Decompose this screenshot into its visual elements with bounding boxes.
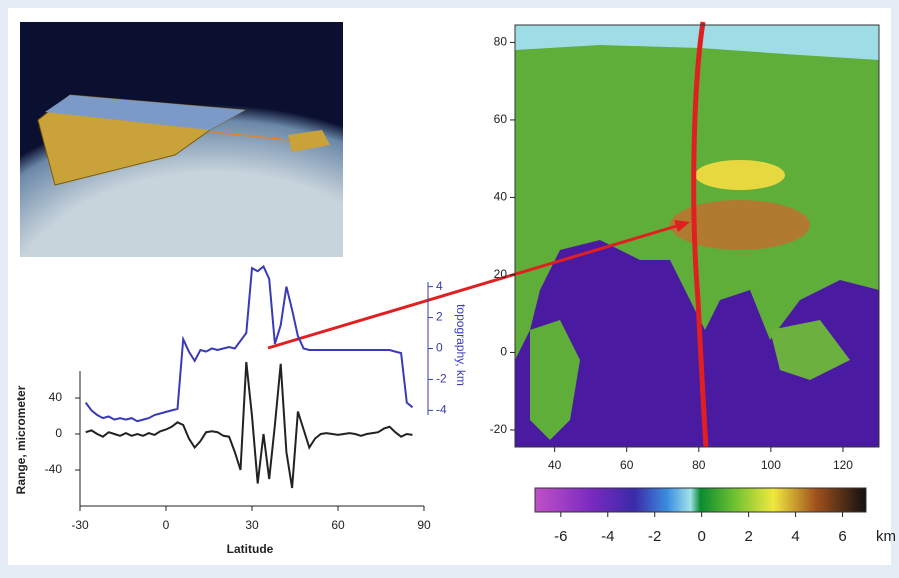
y-tick-label: -40	[45, 462, 63, 476]
y-tick-label: 20	[494, 267, 508, 281]
y2-tick-label: 0	[436, 341, 443, 355]
x-tick-label: 60	[331, 518, 345, 532]
y-tick-label: 80	[494, 35, 508, 49]
x-tick-label: -30	[71, 518, 89, 532]
figure: Latitude Range, micrometer topography, k…	[0, 0, 899, 573]
x-tick-label: 0	[163, 518, 170, 532]
y2-tick-label: 4	[436, 279, 443, 293]
y2-tick-label: -4	[436, 403, 447, 417]
satellite-image	[20, 22, 343, 257]
x-tick-label: 80	[692, 458, 706, 472]
y2-axis-label: topography, km	[454, 304, 468, 386]
colorbar-tick-label: -4	[601, 528, 614, 545]
y2-tick-label: 2	[436, 310, 443, 324]
y-tick-label: -20	[490, 422, 508, 436]
colorbar-label: km	[876, 528, 896, 545]
colorbar-tick-label: 2	[744, 528, 752, 545]
x-tick-label: 40	[548, 458, 562, 472]
x-axis-label: Latitude	[227, 542, 274, 556]
colorbar-tick-label: -6	[554, 528, 567, 545]
x-tick-label: 100	[761, 458, 781, 472]
x-tick-label: 90	[417, 518, 431, 532]
x-tick-label: 60	[620, 458, 634, 472]
page: Latitude Range, micrometer topography, k…	[0, 0, 899, 573]
colorbar-tick-label: 0	[698, 528, 706, 545]
topography-map	[515, 22, 879, 447]
colorbar-tick-label: -2	[648, 528, 661, 545]
y-tick-label: 0	[55, 426, 62, 440]
x-tick-label: 120	[833, 458, 853, 472]
colorbar-tick-label: 4	[791, 528, 799, 545]
y2-tick-label: -2	[436, 372, 447, 386]
colorbar-tick-label: 6	[838, 528, 846, 545]
y-tick-label: 40	[494, 190, 508, 204]
x-tick-label: 30	[245, 518, 259, 532]
y-tick-label: 40	[49, 390, 63, 404]
y-tick-label: 0	[500, 345, 507, 359]
y-axis-label: Range, micrometer	[14, 385, 28, 494]
colorbar	[535, 488, 866, 512]
y-tick-label: 60	[494, 112, 508, 126]
